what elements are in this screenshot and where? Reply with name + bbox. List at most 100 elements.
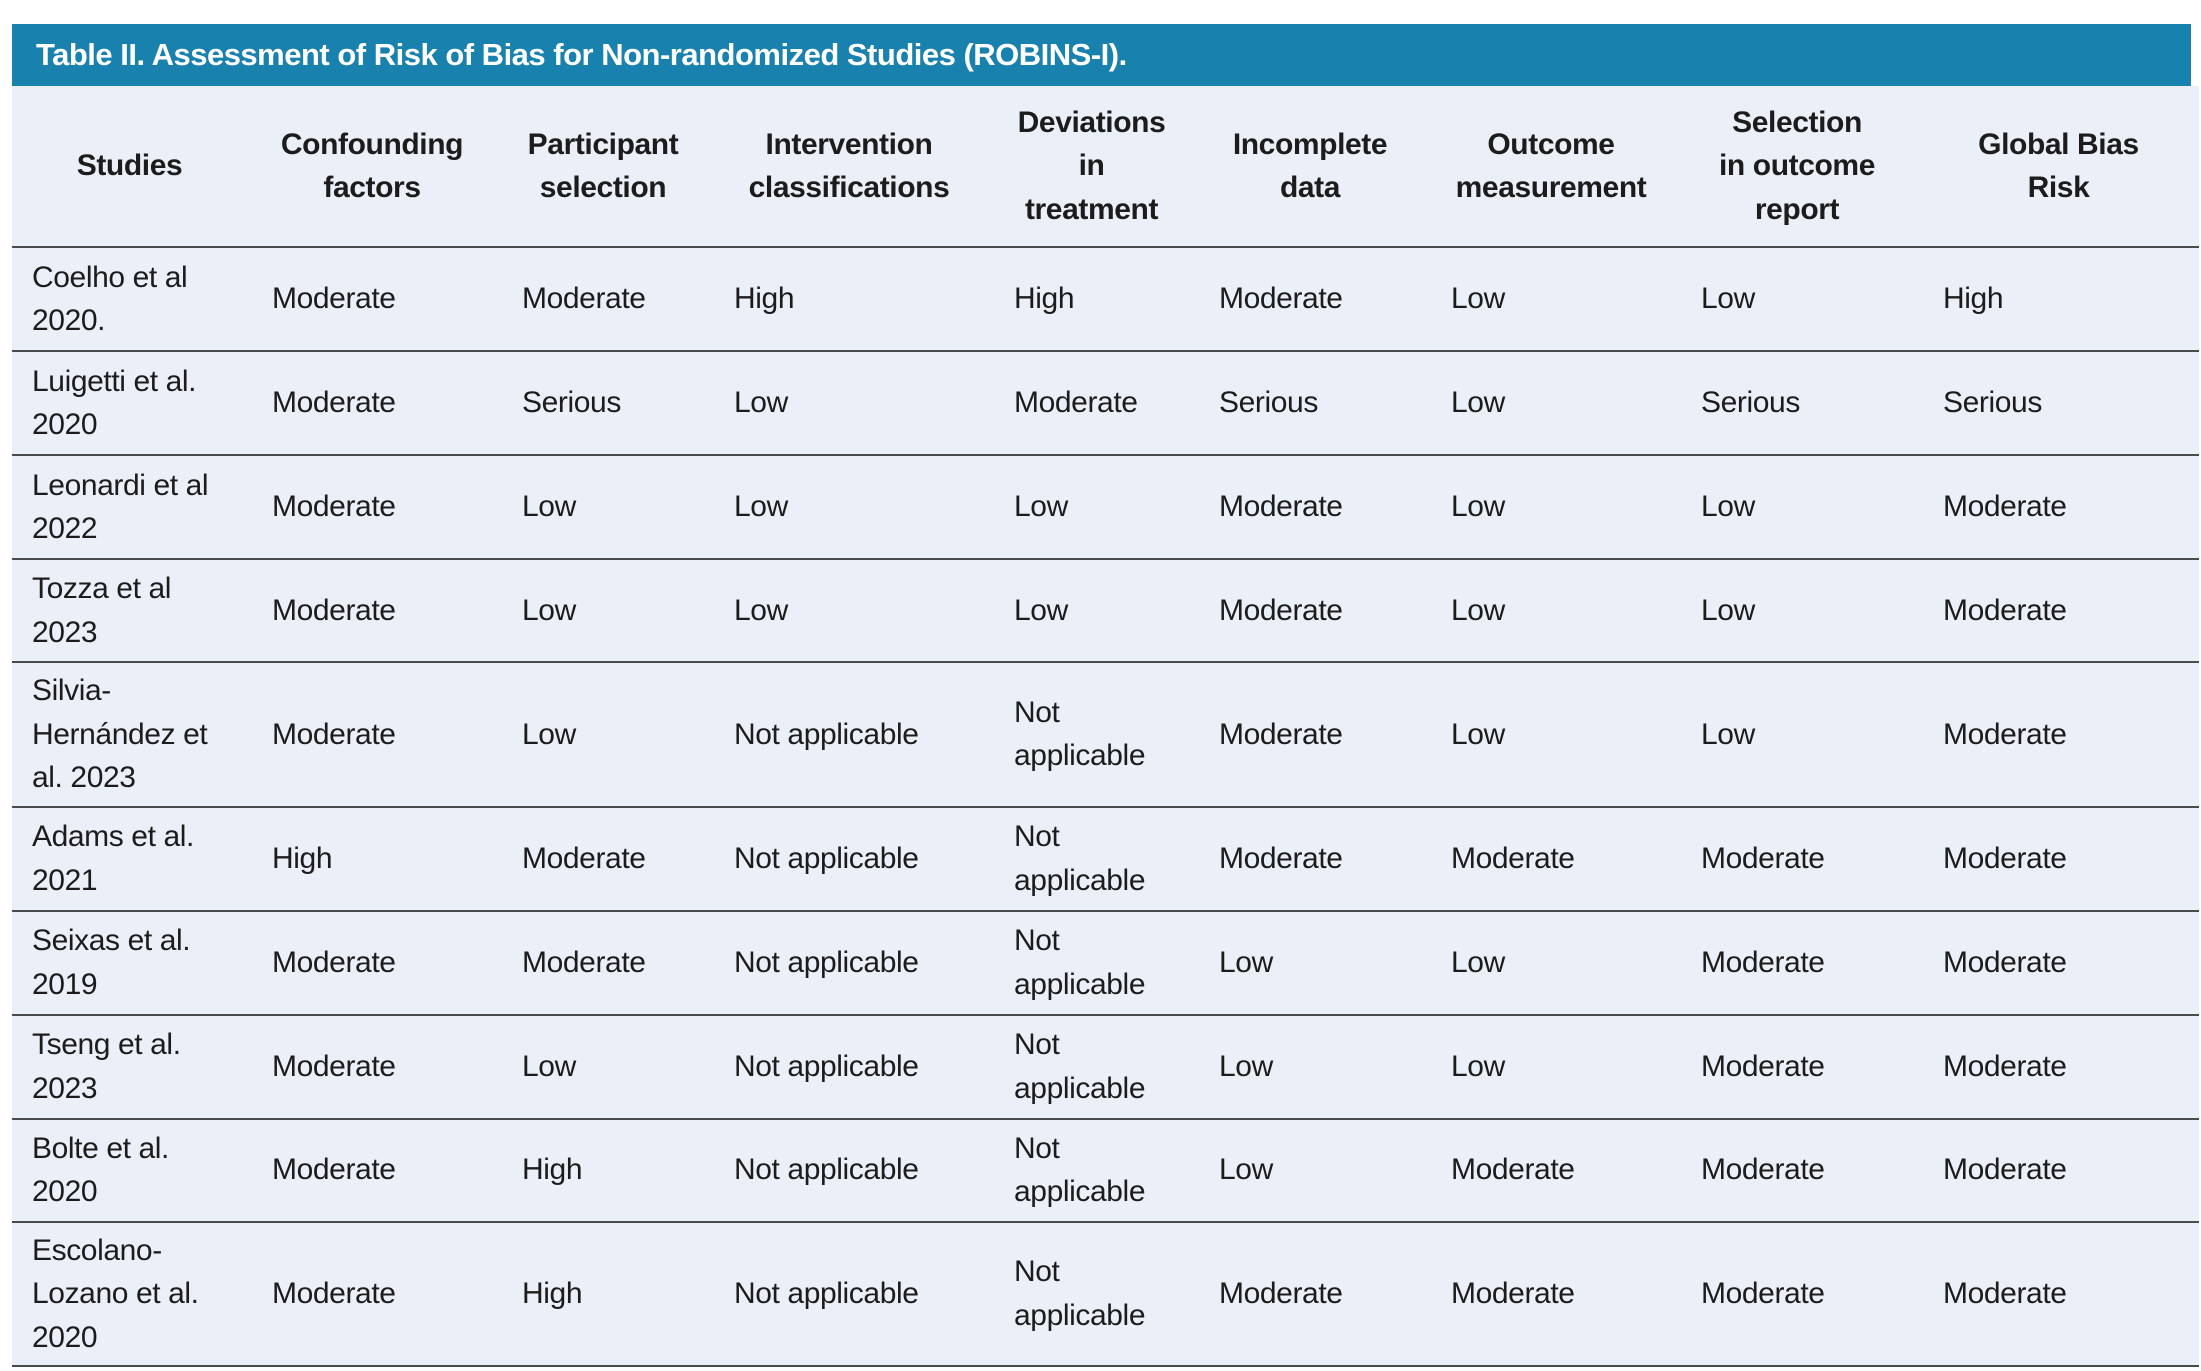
study-cell: Silvia- Hernández et al. 2023 [12, 662, 247, 808]
study-cell: Luigetti et al. 2020 [12, 351, 247, 456]
value-cell: Low [1426, 455, 1676, 560]
value-cell: Moderate [1918, 662, 2199, 808]
study-cell: Bolte et al. 2020 [12, 1118, 247, 1223]
value-cell: Low [1426, 351, 1676, 456]
value-cell: Moderate [1426, 806, 1676, 912]
study-cell: Seixas et al. 2019 [12, 910, 247, 1016]
value-cell: Moderate [1676, 1014, 1918, 1120]
value-cell: Moderate [1918, 1118, 2199, 1223]
value-cell: Not applicable [709, 1221, 989, 1367]
value-cell: Not applicable [709, 910, 989, 1016]
value-cell: Low [989, 559, 1194, 663]
value-cell: Moderate [989, 351, 1194, 456]
value-cell: High [709, 247, 989, 352]
header-cell: Deviations in treatment [989, 86, 1194, 248]
value-cell: Low [1426, 910, 1676, 1016]
table-row: Adams et al. 2021 High Moderate Not applica… [12, 806, 2199, 912]
value-cell: Low [709, 455, 989, 560]
value-cell: Moderate [1676, 1118, 1918, 1223]
value-cell: Moderate [1918, 806, 2199, 912]
table-row: Coelho et al 2020. Moderate Moderate High Hi… [12, 247, 2199, 352]
value-cell: Moderate [1918, 1221, 2199, 1367]
value-cell: Low [1194, 1014, 1426, 1120]
value-cell: Low [1676, 662, 1918, 808]
table-row: Luigetti et al. 2020 Moderate Serious Low Mo… [12, 351, 2199, 456]
value-cell: Low [1194, 1118, 1426, 1223]
value-cell: Not applicable [709, 1014, 989, 1120]
table-body: Coelho et al 2020. Moderate Moderate High Hi… [12, 247, 2199, 1367]
value-cell: Moderate [1194, 1221, 1426, 1367]
value-cell: Not applicable [989, 910, 1194, 1016]
value-cell: Not applicable [989, 1221, 1194, 1367]
value-cell: Moderate [1194, 806, 1426, 912]
value-cell: Moderate [497, 247, 709, 352]
value-cell: Moderate [1676, 1221, 1918, 1367]
header-cell: Confounding factors [247, 86, 497, 248]
header-cell: Outcome measurement [1426, 86, 1676, 248]
value-cell: Not applicable [709, 1118, 989, 1223]
value-cell: Low [989, 455, 1194, 560]
value-cell: Low [497, 662, 709, 808]
value-cell: Low [1426, 247, 1676, 352]
value-cell: Serious [497, 351, 709, 456]
study-cell: Tseng et al. 2023 [12, 1014, 247, 1120]
study-cell: Coelho et al 2020. [12, 247, 247, 352]
value-cell: Low [497, 455, 709, 560]
header-cell: Selection in outcome report [1676, 86, 1918, 248]
table-row: Escolano- Lozano et al. 2020 Moderate High… [12, 1221, 2199, 1367]
value-cell: Serious [1918, 351, 2199, 456]
value-cell: Moderate [1426, 1221, 1676, 1367]
table-row: Silvia- Hernández et al. 2023 Moderate Low… [12, 662, 2199, 808]
value-cell: Moderate [247, 247, 497, 352]
study-cell: Tozza et al 2023 [12, 559, 247, 663]
value-cell: Moderate [247, 1221, 497, 1367]
value-cell: Not applicable [989, 662, 1194, 808]
value-cell: Moderate [247, 1014, 497, 1120]
study-cell: Escolano- Lozano et al. 2020 [12, 1221, 247, 1367]
value-cell: Low [497, 559, 709, 663]
value-cell: High [989, 247, 1194, 352]
value-cell: Moderate [497, 910, 709, 1016]
table-row: Tozza et al 2023 Moderate Low Low Low Moderat… [12, 559, 2199, 663]
value-cell: Not applicable [989, 806, 1194, 912]
value-cell: Moderate [247, 662, 497, 808]
value-cell: Moderate [497, 806, 709, 912]
value-cell: Moderate [247, 351, 497, 456]
value-cell: Serious [1676, 351, 1918, 456]
value-cell: Moderate [1194, 559, 1426, 663]
robins-table: Studies Confounding factors Participant se… [12, 86, 2199, 1367]
value-cell: Low [1426, 559, 1676, 663]
value-cell: High [497, 1118, 709, 1223]
value-cell: Not applicable [989, 1118, 1194, 1223]
value-cell: High [497, 1221, 709, 1367]
value-cell: Moderate [1194, 247, 1426, 352]
value-cell: Low [1194, 910, 1426, 1016]
value-cell: High [247, 806, 497, 912]
value-cell: Moderate [1194, 455, 1426, 560]
table-title-bar: Table II. Assessment of Risk of Bias for… [12, 24, 2191, 86]
value-cell: Low [497, 1014, 709, 1120]
table-row: Leonardi et al 2022 Moderate Low Low Low Mode… [12, 455, 2199, 560]
value-cell: Low [1426, 1014, 1676, 1120]
study-cell: Adams et al. 2021 [12, 806, 247, 912]
study-cell: Leonardi et al 2022 [12, 455, 247, 560]
value-cell: Moderate [247, 1118, 497, 1223]
value-cell: Serious [1194, 351, 1426, 456]
table-title: Table II. Assessment of Risk of Bias for… [36, 37, 1127, 72]
header-cell: Intervention classifications [709, 86, 989, 248]
value-cell: Low [709, 559, 989, 663]
value-cell: Not applicable [709, 806, 989, 912]
value-cell: Moderate [1676, 910, 1918, 1016]
value-cell: Not applicable [989, 1014, 1194, 1120]
value-cell: Moderate [1194, 662, 1426, 808]
header-cell: Studies [12, 86, 247, 248]
header-row: Studies Confounding factors Participant se… [12, 86, 2199, 248]
value-cell: Moderate [247, 910, 497, 1016]
value-cell: Low [709, 351, 989, 456]
value-cell: Moderate [1918, 455, 2199, 560]
table-row: Seixas et al. 2019 Moderate Moderate Not ap… [12, 910, 2199, 1016]
header-cell: Incomplete data [1194, 86, 1426, 248]
value-cell: Moderate [1918, 559, 2199, 663]
value-cell: High [1918, 247, 2199, 352]
